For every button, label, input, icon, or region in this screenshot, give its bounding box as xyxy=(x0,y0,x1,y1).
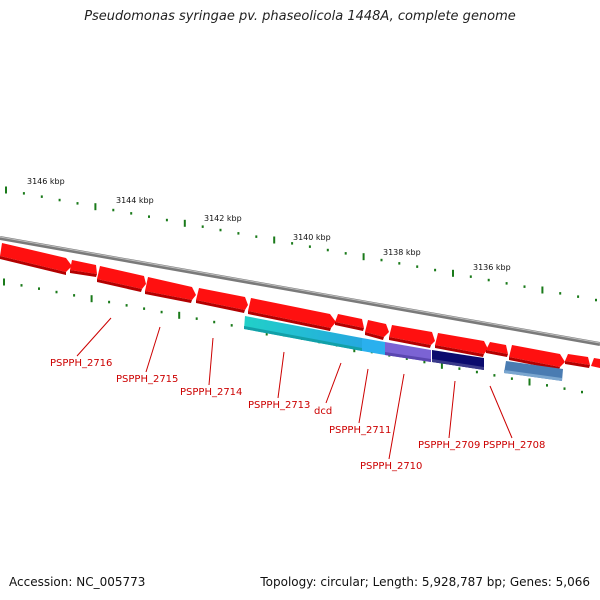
scale-label-3144: 3144 kbp xyxy=(116,196,154,205)
leader-line xyxy=(489,385,513,439)
gene-label[interactable]: PSPPH_2716 xyxy=(50,358,112,369)
gene-arrow[interactable] xyxy=(389,325,435,348)
leader-line xyxy=(358,368,369,424)
gene-label[interactable]: PSPPH_2715 xyxy=(116,374,178,385)
topology-summary-text: Topology: circular; Length: 5,928,787 bp… xyxy=(260,575,590,589)
gene-label[interactable]: PSPPH_2708 xyxy=(483,440,545,451)
genome-backbone-highlight xyxy=(0,236,600,344)
gene-label[interactable]: PSPPH_2713 xyxy=(248,400,310,411)
gene-label[interactable]: PSPPH_2714 xyxy=(180,387,242,398)
gene-arrow[interactable] xyxy=(145,277,196,303)
gene-arrow[interactable] xyxy=(70,260,97,277)
gene-arrow[interactable] xyxy=(435,333,488,357)
scale-labels: 3146 kbp 3144 kbp 3142 kbp 3140 kbp 3138… xyxy=(27,177,511,272)
gene-label[interactable]: PSPPH_2709 xyxy=(418,440,480,451)
leader-line xyxy=(277,351,285,399)
gene-arrow[interactable] xyxy=(365,320,389,340)
gene-arrow[interactable] xyxy=(591,358,600,368)
accession-text: Accession: NC_005773 xyxy=(9,575,146,589)
scale-label-3142: 3142 kbp xyxy=(204,214,242,223)
gene-arrow[interactable] xyxy=(335,314,364,331)
gene-labels: PSPPH_2716 PSPPH_2715 PSPPH_2714 PSPPH_2… xyxy=(50,358,545,472)
gene-arrow[interactable] xyxy=(509,345,565,370)
leader-lines xyxy=(76,317,513,460)
feature-bar-blue[interactable] xyxy=(362,338,385,355)
gene-label[interactable]: PSPPH_2710 xyxy=(360,461,422,472)
genome-backbone xyxy=(0,236,600,346)
scale-label-3136: 3136 kbp xyxy=(473,263,511,272)
gene-label[interactable]: dcd xyxy=(314,406,332,417)
gene-arrow[interactable] xyxy=(196,288,248,313)
scale-label-3140: 3140 kbp xyxy=(293,233,331,242)
feature-bar-cyan-shade xyxy=(244,326,362,351)
leader-line xyxy=(388,373,405,460)
feature-bar-steel-shade xyxy=(504,370,562,381)
feature-bars xyxy=(244,316,563,381)
leader-line xyxy=(76,317,112,357)
scale-ticks xyxy=(3,186,597,394)
feature-bar-purple-shade xyxy=(385,352,431,362)
gene-arrows xyxy=(0,243,600,370)
leader-line xyxy=(208,337,214,386)
leader-line xyxy=(448,380,456,439)
gene-arrow[interactable] xyxy=(97,266,146,292)
feature-bar-purple[interactable] xyxy=(385,342,431,362)
scale-label-3138: 3138 kbp xyxy=(383,248,421,257)
gene-arrow[interactable] xyxy=(565,354,590,368)
feature-bar-steel[interactable] xyxy=(504,361,563,381)
leader-line xyxy=(325,362,342,404)
gene-arrow[interactable] xyxy=(0,243,72,275)
leader-line xyxy=(145,326,161,373)
gene-label[interactable]: PSPPH_2711 xyxy=(329,425,391,436)
gene-arrow[interactable] xyxy=(248,298,336,331)
page-title: Pseudomonas syringae pv. phaseolicola 14… xyxy=(84,9,516,24)
scale-label-3146: 3146 kbp xyxy=(27,177,65,186)
feature-bar-cyan[interactable] xyxy=(244,316,362,351)
feature-bar-navy-shade xyxy=(432,359,484,370)
gene-arrow[interactable] xyxy=(486,342,508,357)
